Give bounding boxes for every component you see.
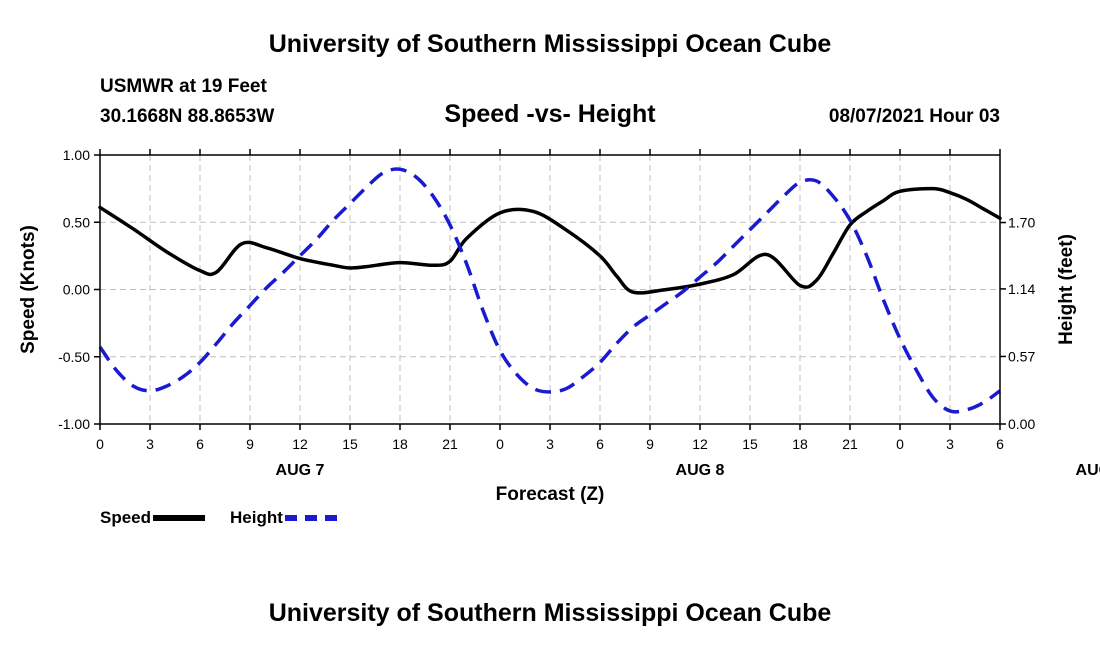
x-tick-label: 18 [392,436,408,452]
legend-height-label: Height [230,508,283,527]
x-tick-label: 0 [896,436,904,452]
date-label: AUG 9 [1076,462,1100,479]
legend-speed-label: Speed [100,508,152,527]
speed-height-chart: 0 3 6 9 12 15 18 21 0 3 6 9 12 15 18 21 0 3 6 1.00 0.50 0.00 -… [18,147,1100,505]
x-tick-label: 18 [792,436,808,452]
x-tick-label: 21 [842,436,858,452]
x-tick-label: 15 [342,436,358,452]
y-right-tick-label: 1.70 [1008,215,1035,231]
x-tick-label: 21 [442,436,458,452]
axis-labels: 0 3 6 9 12 15 18 21 0 3 6 9 12 15 18 21 0 3 6 1.00 0.50 0.00 -… [18,147,1100,505]
x-axis-title: Forecast (Z) [496,484,605,505]
y-left-tick-label: 0.50 [63,214,90,230]
axes [94,149,1006,430]
x-tick-label: 6 [596,436,604,452]
datetime-label: 08/07/2021 Hour 03 [828,106,1000,127]
x-tick-label: 9 [246,436,254,452]
height-series-line [98,167,1002,414]
chart-title: Speed -vs- Height [444,100,656,128]
y-left-tick-label: 1.00 [63,147,90,163]
legend-height: Height [230,508,337,528]
x-tick-label: 0 [96,436,104,452]
x-tick-label: 9 [646,436,654,452]
date-label: AUG 8 [676,462,725,479]
date-label: AUG 7 [276,462,325,479]
speed-series-line [98,186,1002,295]
x-tick-label: 12 [292,436,308,452]
y-right-tick-label: 1.14 [1008,281,1035,297]
y-right-tick-label: 0.00 [1008,416,1035,432]
x-tick-label: 12 [692,436,708,452]
series-lines [98,167,1002,414]
legend-speed: Speed [100,508,206,528]
x-tick-label: 6 [196,436,204,452]
y-left-tick-label: 0.00 [63,282,90,298]
grid-lines [100,155,1000,424]
x-tick-label: 3 [946,436,954,452]
x-tick-label: 0 [496,436,504,452]
legend-speed-swatch [153,515,206,521]
y-left-tick-label: -1.00 [58,416,90,432]
legend-height-swatch [284,515,337,521]
x-tick-label: 3 [546,436,554,452]
footer-title: University of Southern Mississippi Ocean… [268,599,832,627]
station-label: USMWR at 19 Feet [100,76,267,97]
x-tick-label: 15 [742,436,758,452]
y-right-axis-title: Height (feet) [1056,234,1077,345]
page-title: University of Southern Mississippi Ocean… [268,30,832,58]
x-tick-label: 3 [146,436,154,452]
coordinates-label: 30.1668N 88.8653W [100,106,275,127]
y-right-tick-label: 0.57 [1008,348,1035,364]
y-left-axis-title: Speed (Knots) [18,225,39,354]
x-tick-label: 6 [996,436,1004,452]
y-left-tick-label: -0.50 [58,349,90,365]
